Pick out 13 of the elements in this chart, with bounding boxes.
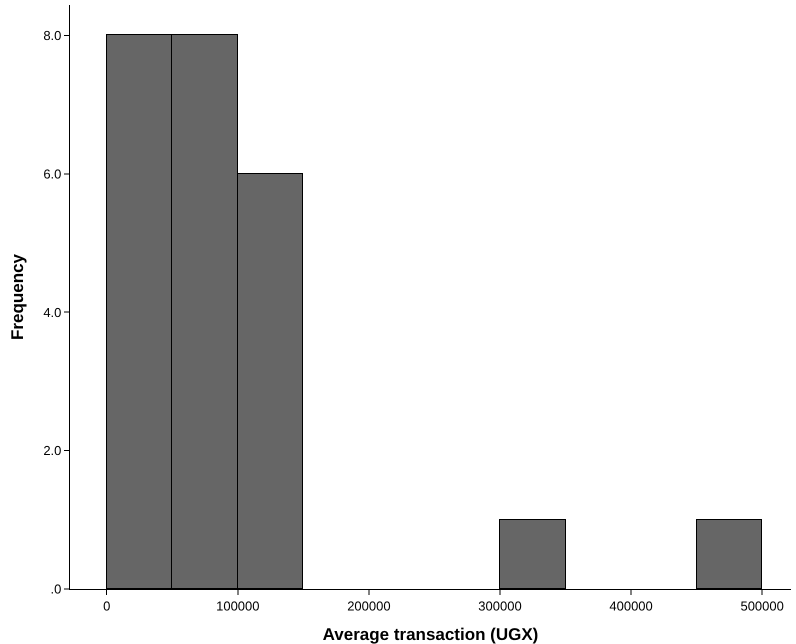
y-tick-label: 6.0 [43,166,62,182]
y-tick-label: 8.0 [43,28,62,43]
y-axis-title: Frequency [8,253,27,340]
x-tick-label: 400000 [609,598,653,614]
y-tick-label: 2.0 [43,443,62,458]
x-tick-label: 300000 [478,598,522,614]
x-tick-label: 500000 [740,598,784,614]
x-tick-label: 100000 [216,598,260,614]
x-axis-title: Average transaction (UGX) [322,625,538,644]
x-tick-label: 0 [103,598,110,614]
y-tick-label: .0 [50,582,62,597]
x-tick-label: 200000 [347,598,391,614]
y-tick-label: 4.0 [43,304,62,320]
